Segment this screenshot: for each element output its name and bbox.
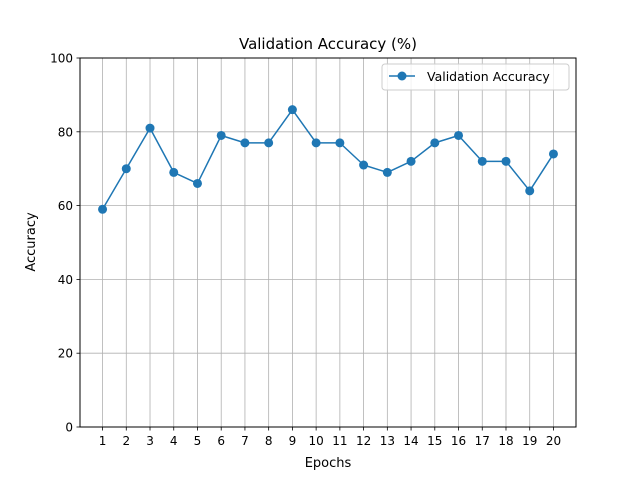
- y-tick-label: 60: [58, 199, 73, 213]
- x-tick-label: 16: [451, 434, 466, 448]
- x-axis-label: Epochs: [305, 456, 352, 471]
- data-point: [216, 130, 226, 140]
- data-point: [121, 164, 131, 174]
- x-tick-label: 14: [403, 434, 418, 448]
- x-tick-label: 4: [170, 434, 178, 448]
- data-point: [264, 138, 274, 148]
- data-point: [501, 156, 511, 166]
- x-tick-label: 20: [546, 434, 561, 448]
- x-tick-label: 15: [427, 434, 442, 448]
- x-tick-label: 5: [194, 434, 202, 448]
- x-tick-label: 7: [241, 434, 249, 448]
- plot-frame: [79, 57, 577, 428]
- axis-ticks: 1 2 3 4 5 6 7 8 9 10 11 12 13 14 15 16 17 18 19 20020406080…: [50, 52, 561, 449]
- y-tick-label: 80: [58, 125, 73, 139]
- y-tick-label: 20: [58, 347, 73, 361]
- chart-title: Validation Accuracy (%): [239, 35, 417, 53]
- data-point: [525, 186, 535, 196]
- data-point: [335, 138, 345, 148]
- data-point: [169, 167, 179, 177]
- data-point: [382, 167, 392, 177]
- data-point: [311, 138, 321, 148]
- x-tick-label: 8: [265, 434, 273, 448]
- data-point: [454, 130, 464, 140]
- x-tick-label: 1: [99, 434, 107, 448]
- data-point: [287, 105, 297, 115]
- x-tick-label: 10: [308, 434, 323, 448]
- x-tick-label: 17: [475, 434, 490, 448]
- data-point: [192, 178, 202, 188]
- y-axis-label: Accuracy: [24, 212, 39, 272]
- x-tick-label: 3: [146, 434, 154, 448]
- series-layer: [98, 105, 558, 214]
- x-tick-label: 9: [289, 434, 297, 448]
- data-point: [98, 204, 108, 214]
- x-tick-label: 6: [217, 434, 225, 448]
- y-tick-label: 0: [65, 421, 73, 435]
- data-point: [477, 156, 487, 166]
- legend-frame: [381, 63, 570, 91]
- data-point: [240, 138, 250, 148]
- data-point: [406, 156, 416, 166]
- x-tick-label: 2: [122, 434, 130, 448]
- data-point: [359, 160, 369, 170]
- legend: Validation Accuracy: [381, 63, 570, 91]
- y-tick-label: 40: [58, 273, 73, 287]
- x-tick-label: 18: [498, 434, 513, 448]
- legend-label: Validation Accuracy: [427, 69, 550, 84]
- data-point: [548, 149, 558, 159]
- x-tick-label: 12: [356, 434, 371, 448]
- data-point: [430, 138, 440, 148]
- data-point: [145, 123, 155, 133]
- legend-marker-swatch: [397, 71, 407, 81]
- x-tick-label: 11: [332, 434, 347, 448]
- x-tick-label: 13: [380, 434, 395, 448]
- x-tick-label: 19: [522, 434, 537, 448]
- y-tick-label: 100: [50, 52, 73, 66]
